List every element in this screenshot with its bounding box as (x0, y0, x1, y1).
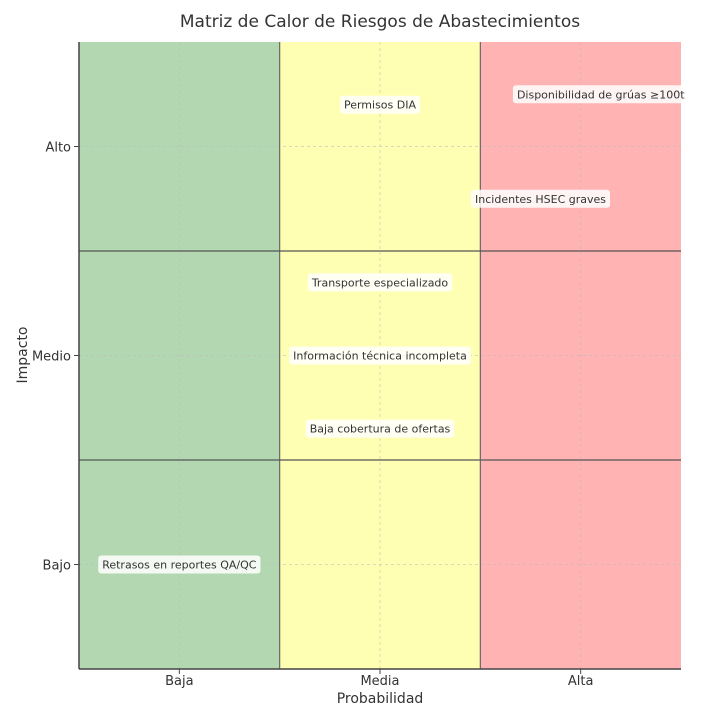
risk-label: Incidentes HSEC graves (475, 193, 606, 206)
chart-title: Matriz de Calor de Riesgos de Abastecimi… (180, 12, 580, 32)
risk-label: Baja cobertura de ofertas (310, 423, 451, 436)
x-tick-label: Alta (568, 674, 594, 689)
risk-label-box (471, 189, 611, 208)
y-tick-label: Alto (45, 141, 71, 156)
risk-annotation: Incidentes HSEC graves (471, 189, 611, 208)
risk-label: Retrasos en reportes QA/QC (102, 559, 257, 572)
risk-annotation: Baja cobertura de ofertas (305, 419, 455, 438)
risk-annotation: Disponibilidad de grúas ≥100t (512, 85, 689, 104)
risk-label-box (305, 419, 455, 438)
risk-annotation: Retrasos en reportes QA/QC (98, 555, 261, 574)
risk-annotation: Permisos DIA (339, 95, 421, 114)
y-axis-label: Impacto (15, 327, 31, 384)
risk-label: Permisos DIA (344, 99, 417, 112)
risk-label-box (339, 95, 421, 114)
x-axis-label: Probabilidad (337, 691, 424, 707)
x-tick-label: Media (360, 674, 399, 689)
risk-label-box (512, 85, 689, 104)
x-tick-label: Baja (165, 674, 193, 689)
risk-label-box (98, 555, 261, 574)
risk-label: Disponibilidad de grúas ≥100t (517, 88, 685, 101)
risk-label: Información técnica incompleta (293, 350, 467, 363)
risk-label-box (289, 346, 471, 365)
y-tick-label: Bajo (43, 559, 71, 574)
risk-label-box (307, 273, 453, 292)
risk-label: Transporte especializado (311, 276, 449, 289)
y-tick-label: Medio (32, 350, 71, 365)
risk-annotation: Transporte especializado (307, 273, 453, 292)
risk-annotation: Información técnica incompleta (289, 346, 471, 365)
